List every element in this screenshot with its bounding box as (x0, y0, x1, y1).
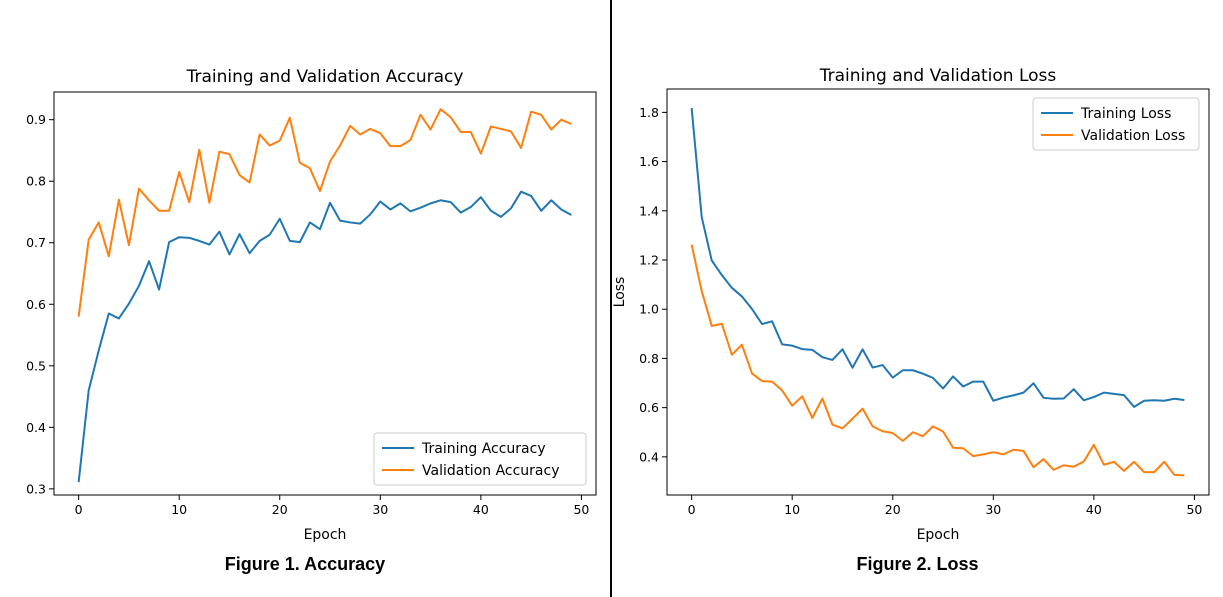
x-tick-label: 40 (473, 502, 489, 517)
y-tick-label: 1.0 (639, 302, 659, 317)
y-axis-label: Loss (612, 277, 628, 308)
accuracy-chart: Training and Validation Accuracy 0 10 20 30 4… (26, 67, 597, 543)
y-tick-label: 1.8 (639, 105, 659, 120)
x-tick-label: 0 (688, 502, 696, 517)
x-tick-label: 30 (372, 502, 388, 517)
x-tick-label: 50 (1186, 502, 1202, 517)
x-axis-label: Epoch (304, 527, 347, 543)
series-line-validation-accuracy (77, 108, 572, 317)
plot-frame (666, 88, 1210, 496)
series-line-validation-loss (690, 244, 1185, 477)
chart-title: Training and Validation Loss (819, 66, 1057, 86)
plot-frame (53, 91, 597, 496)
legend-label: Validation Accuracy (422, 463, 560, 479)
x-tick-label: 10 (784, 502, 800, 517)
figure-1-caption: Figure 1. Accuracy (224, 554, 386, 574)
x-tick-label: 50 (573, 502, 589, 517)
x-tick-label: 30 (985, 502, 1001, 517)
legend-label: Training Accuracy (421, 441, 546, 457)
chart-title: Training and Validation Accuracy (186, 67, 464, 87)
x-tick-label: 20 (272, 502, 288, 517)
y-tick-label: 1.6 (639, 154, 659, 169)
y-tick-label: 0.4 (639, 449, 659, 464)
y-tick-label: 0.4 (26, 420, 46, 435)
accuracy-figure-panel: Training and Validation Accuracy 0 10 20 30 4… (0, 0, 610, 597)
x-axis-label: Epoch (917, 527, 960, 543)
loss-chart: Training and Validation Loss 0 10 20 30 40 50 0… (612, 66, 1210, 543)
x-tick-label: 20 (885, 502, 901, 517)
figure-2-caption: Figure 2. Loss (856, 554, 979, 574)
legend-label: Validation Loss (1081, 128, 1185, 144)
y-tick-label: 0.5 (26, 358, 46, 373)
y-tick-label: 0.7 (26, 235, 46, 250)
y-tick-label: 1.4 (639, 203, 659, 218)
y-tick-label: 0.3 (26, 481, 46, 496)
x-tick-label: 40 (1086, 502, 1102, 517)
series-line-training-accuracy (77, 190, 572, 483)
x-tick-label: 10 (171, 502, 187, 517)
legend-box (1032, 97, 1200, 151)
y-tick-label: 0.9 (26, 112, 46, 127)
legend-box (373, 432, 587, 486)
y-tick-label: 0.6 (639, 400, 659, 415)
y-tick-label: 1.2 (639, 253, 659, 268)
legend-label: Training Loss (1080, 106, 1171, 122)
y-tick-label: 0.8 (26, 174, 46, 189)
loss-figure-panel: Training and Validation Loss 0 10 20 30 40 50 0… (612, 0, 1223, 597)
legend: Training Loss Validation Loss (1032, 97, 1200, 151)
series-line-training-loss (690, 107, 1185, 408)
y-tick-label: 0.6 (26, 297, 46, 312)
x-tick-label: 0 (75, 502, 83, 517)
legend: Training Accuracy Validation Accuracy (373, 432, 587, 486)
y-tick-label: 0.8 (639, 351, 659, 366)
